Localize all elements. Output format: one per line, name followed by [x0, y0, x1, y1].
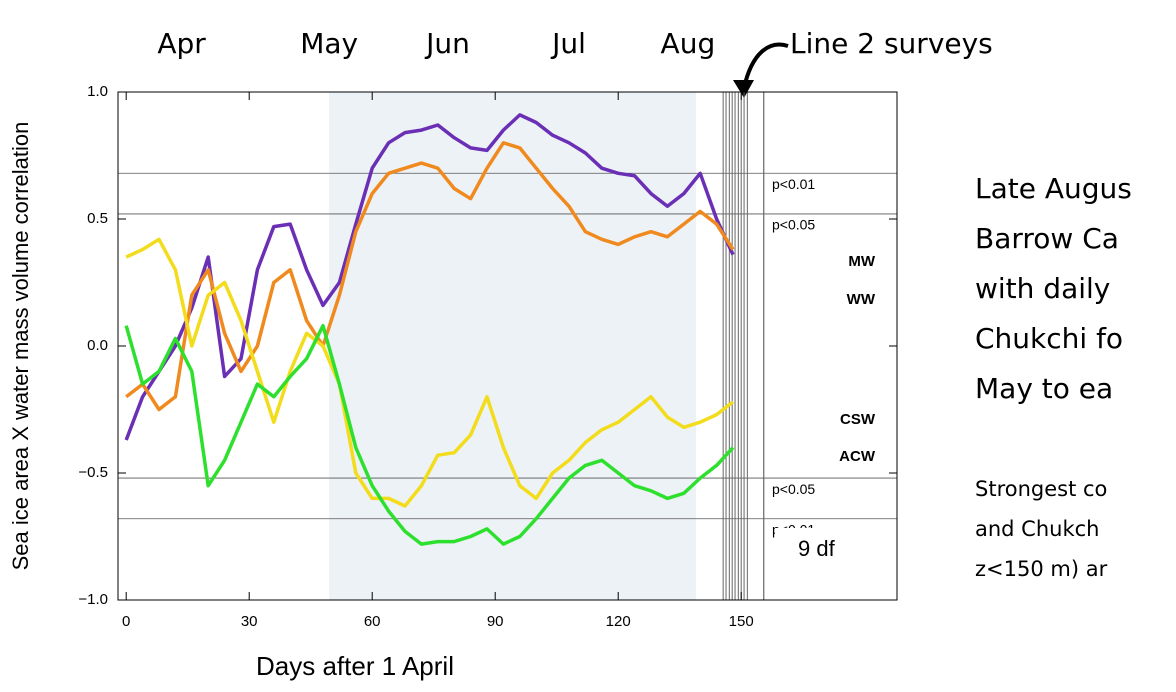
- callout-arrow: [742, 42, 789, 89]
- series-line: [125, 141, 735, 412]
- legend-label: ACW: [839, 448, 876, 465]
- threshold-label: p<0.05: [772, 217, 815, 233]
- x2-tick-label: Apr: [157, 27, 206, 60]
- side-text: Barrow Ca: [975, 222, 1119, 255]
- callout: Line 2 surveys: [790, 27, 993, 60]
- x2-tick-label: Jun: [424, 27, 470, 60]
- legend-label: WW: [847, 291, 876, 308]
- x-axis-label: Days after 1 April: [256, 651, 454, 681]
- x-tick-label: 90: [487, 613, 504, 630]
- df-box: [775, 528, 850, 573]
- x-tick-label: 0: [122, 613, 130, 630]
- side-text: May to ea: [975, 372, 1113, 405]
- x-tick-label: 150: [729, 613, 754, 630]
- shaded-span: [329, 92, 697, 600]
- y-tick-label: 0.5: [87, 210, 108, 227]
- x2-tick-label: May: [300, 27, 358, 60]
- y-tick-label: 0.0: [87, 337, 108, 354]
- side-text: Late Augus: [975, 172, 1132, 205]
- series-line: [124, 113, 735, 441]
- y-tick-label: −1.0: [78, 591, 108, 608]
- side-text: with daily: [975, 272, 1110, 305]
- side-text-small: z<150 m) ar: [975, 557, 1108, 581]
- y-axis-label: Sea ice area X water mass volume correla…: [8, 122, 33, 571]
- y-tick-label: −0.5: [78, 464, 108, 481]
- series-line: [124, 323, 735, 546]
- df-label: 9 df: [798, 536, 836, 561]
- side-text-small: Strongest co: [975, 477, 1107, 501]
- threshold-label: p<0.01: [772, 176, 815, 192]
- x-tick-label: 60: [364, 613, 381, 630]
- callout-arrowhead: [733, 80, 754, 98]
- series-line: [125, 237, 735, 508]
- x-tick-label: 120: [606, 613, 631, 630]
- legend-label: MW: [848, 253, 875, 270]
- side-text-small: and Chukch: [975, 517, 1099, 541]
- y-tick-label: 1.0: [87, 83, 108, 100]
- x-tick-label: 30: [241, 613, 258, 630]
- side-text: Chukchi fo: [975, 322, 1123, 355]
- threshold-label: p<0.05: [772, 481, 815, 497]
- x2-tick-label: Aug: [661, 27, 716, 60]
- x2-tick-label: Jul: [550, 27, 586, 60]
- legend-label: CSW: [840, 411, 876, 428]
